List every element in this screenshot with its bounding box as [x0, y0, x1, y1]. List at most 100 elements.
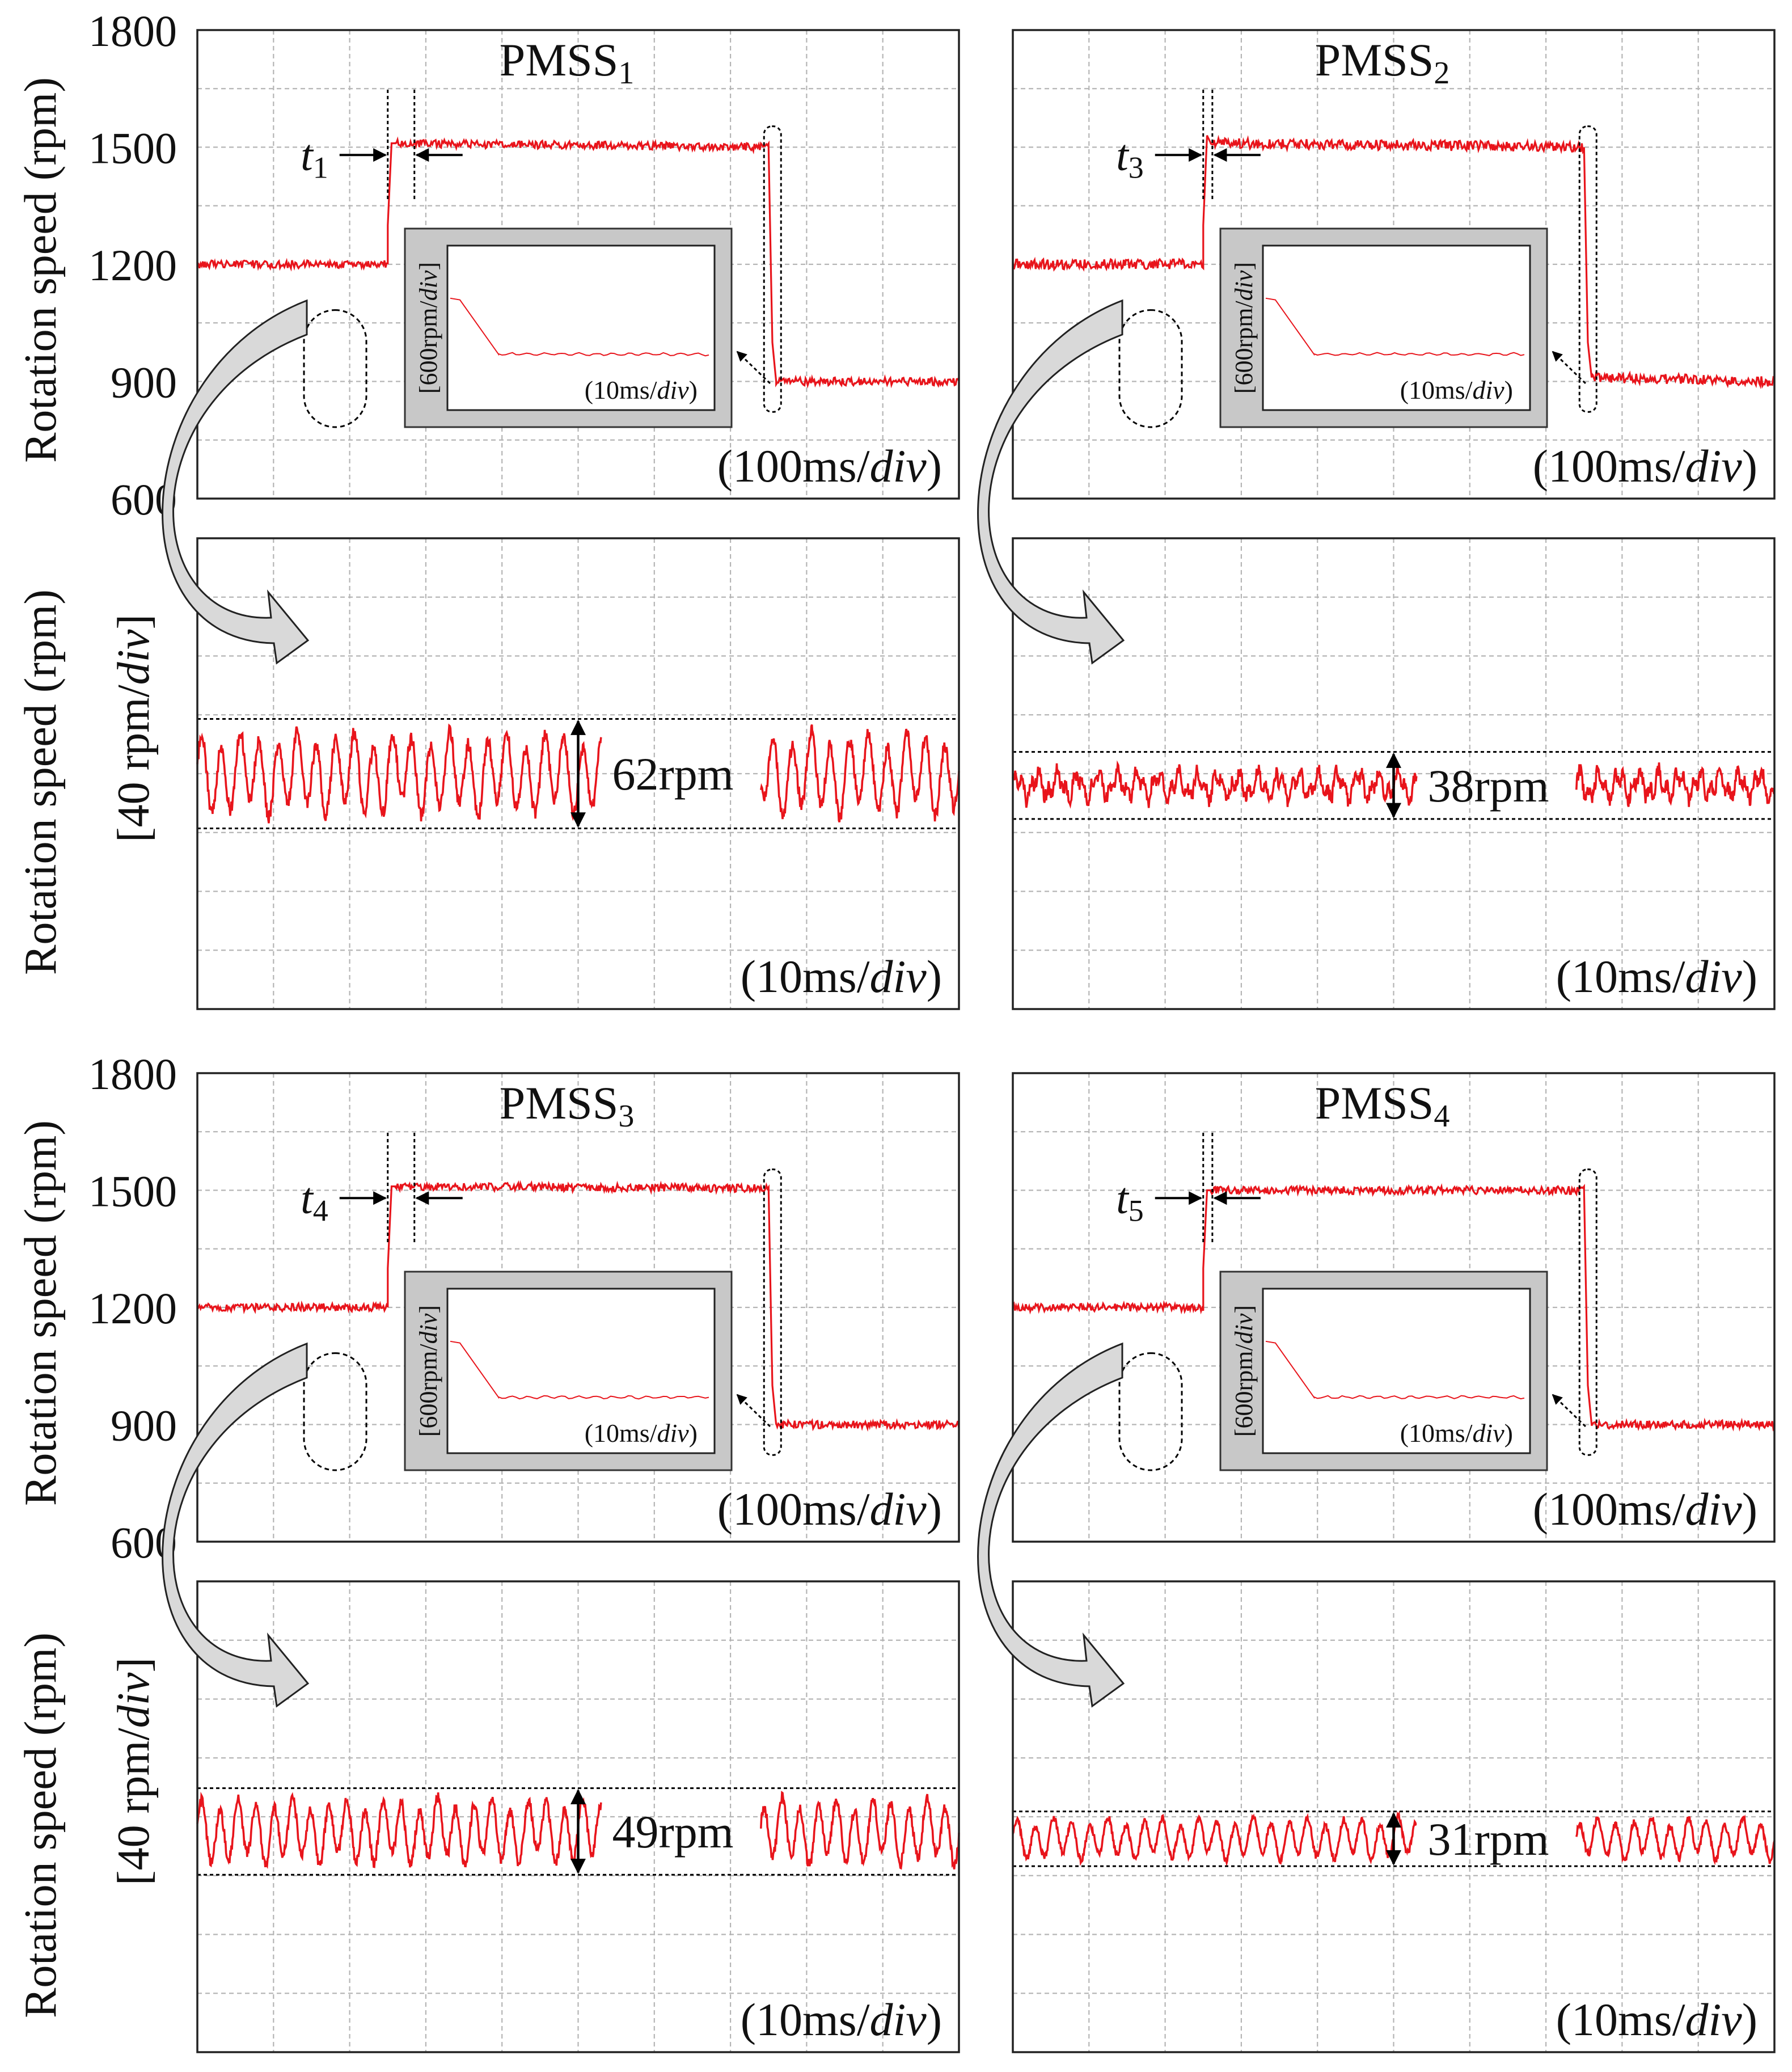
zoom-time-scale-italic: div [870, 1994, 927, 2045]
inset-speed-scale-suffix: ] [415, 262, 442, 271]
main-time-scale: (100ms/div) [1533, 1483, 1757, 1535]
main-time-scale-prefix: (100ms/ [1533, 1483, 1685, 1535]
zoom-frame [196, 537, 960, 1010]
main-time-scale: (100ms/div) [717, 440, 942, 492]
inset-plot-area [1262, 244, 1531, 411]
inset-speed-scale-italic: div [1230, 270, 1258, 301]
inset-plot-area [1262, 1288, 1531, 1454]
inset-time-scale: (10ms/div) [1400, 375, 1513, 404]
y-axis-label: Rotation speed (rpm) [16, 1120, 66, 1506]
zoom-y-axis-label: Rotation speed (rpm) [16, 589, 66, 975]
transition-time-subscript: 5 [1129, 1193, 1144, 1227]
inset-pointer-arrow [1552, 351, 1586, 385]
inset-speed-scale-italic: div [1230, 1313, 1258, 1344]
inset-speed-scale: [600rpm/div] [1230, 1305, 1258, 1437]
inset-pointer-arrow [736, 351, 771, 385]
transition-time-label: t3 [1116, 130, 1144, 184]
zoom-callout-arrow [977, 1342, 1125, 1708]
transition-time-main: t [1116, 1173, 1130, 1222]
plot-frame [196, 29, 960, 500]
zoom-unit-italic: div [109, 1672, 159, 1728]
transition-time-subscript: 4 [313, 1193, 328, 1227]
speed-trace [1012, 1183, 1776, 1432]
inset-trace [450, 297, 709, 357]
inset-speed-scale-prefix: [600rpm/ [415, 1344, 442, 1437]
inset-plot-area [446, 1288, 716, 1454]
speed-trace [196, 136, 960, 389]
transition-time-main: t [301, 130, 314, 179]
inset-time-scale-suffix: ) [689, 375, 698, 404]
zoom-ripple-trace [196, 1791, 960, 1870]
zoom-unit-suffix: ] [109, 1657, 159, 1673]
inset-time-scale-italic: div [657, 375, 689, 404]
inset-trace [1265, 1340, 1525, 1400]
inset-speed-scale: [600rpm/div] [1230, 262, 1258, 394]
transition-time-main: t [301, 1173, 314, 1222]
zoom-callout-arrow [162, 299, 310, 665]
panel-title-subscript: 3 [618, 1099, 634, 1134]
main-time-scale-italic: div [870, 1483, 927, 1535]
inset-time-scale-prefix: (10ms/ [585, 1419, 657, 1448]
inset-time-scale-italic: div [1472, 375, 1504, 404]
callout-arrow-shape [162, 299, 310, 665]
main-time-scale-suffix: ) [1742, 1483, 1757, 1535]
ripple-value-label: 38rpm [1428, 760, 1549, 812]
inset-time-scale: (10ms/div) [585, 1419, 698, 1448]
y-axis-label: Rotation speed (rpm) [16, 77, 66, 463]
y-tick-label: 1200 [88, 240, 177, 290]
steady-state-selection [1118, 309, 1183, 428]
step-down-selection [1578, 1168, 1597, 1456]
y-tick-label: 1500 [88, 124, 177, 173]
zoom-time-scale-italic: div [1685, 1994, 1743, 2045]
plot-frame [1012, 29, 1776, 500]
main-time-scale-italic: div [1685, 440, 1743, 492]
main-plot-4: PMSS4 t5 (10ms/div) [600rpm/div] (100ms/div) [1012, 1072, 1776, 1543]
plot-frame [196, 1072, 960, 1543]
inset-time-scale-italic: div [1472, 1419, 1504, 1448]
step-down-selection [763, 125, 782, 413]
zoom-callout-arrow [977, 299, 1125, 665]
zoom-time-scale-suffix: ) [927, 951, 942, 1002]
zoom-y-axis-label: Rotation speed (rpm) [16, 1632, 66, 2018]
plot-frame [1012, 1072, 1776, 1543]
zoom-time-scale-suffix: ) [927, 1994, 942, 2045]
panel-title: PMSS2 [1315, 34, 1450, 91]
inset-trace [450, 1340, 709, 1400]
panel-title-main: PMSS [500, 1077, 619, 1129]
panel-title-subscript: 2 [1434, 56, 1449, 91]
inset-speed-scale-prefix: [600rpm/ [1230, 1344, 1258, 1437]
main-time-scale-italic: div [870, 440, 927, 492]
transition-time-label: t1 [301, 130, 328, 184]
inset-trace [1265, 297, 1525, 356]
inset-speed-scale-italic: div [415, 1313, 442, 1344]
zoom-time-scale-prefix: (10ms/ [1556, 951, 1685, 1002]
inset-speed-scale-suffix: ] [1230, 1305, 1258, 1314]
y-tick-label: 1200 [88, 1284, 177, 1333]
inset-time-scale-prefix: (10ms/ [1400, 1419, 1473, 1448]
zoom-ripple-trace [1012, 760, 1776, 809]
zoom-frame [1012, 1580, 1776, 2053]
zoom-time-scale: (10ms/div) [741, 1994, 942, 2045]
inset-time-scale-italic: div [657, 1419, 689, 1448]
steady-state-selection [303, 1352, 367, 1471]
panel-title: PMSS4 [1315, 1077, 1450, 1134]
callout-arrow-shape [977, 1342, 1125, 1708]
zoom-y-axis-unit: [40 rpm/div] [109, 614, 159, 842]
main-plot-2: PMSS2 t3 (10ms/div) [600rpm/div] (100ms/div) [1012, 29, 1776, 500]
y-tick-label: 1800 [88, 1049, 177, 1099]
zoom-callout-arrow [162, 1342, 310, 1708]
step-down-selection [1578, 125, 1597, 413]
panel-title-subscript: 1 [618, 56, 634, 91]
inset-time-scale-suffix: ) [689, 1419, 698, 1448]
transition-time-label: t4 [301, 1173, 328, 1227]
y-tick-label: 900 [111, 358, 177, 407]
inset-plot-area [446, 244, 716, 411]
ripple-value-label: 49rpm [612, 1806, 734, 1858]
inset-pointer-arrow [736, 1394, 771, 1428]
main-time-scale-prefix: (100ms/ [717, 440, 870, 492]
main-time-scale-prefix: (100ms/ [717, 1483, 870, 1535]
zoom-unit-prefix: [40 rpm/ [109, 1728, 159, 1886]
panel-title-main: PMSS [1315, 34, 1434, 86]
zoom-plot-1: 62rpm (10ms/div) [196, 537, 960, 1010]
